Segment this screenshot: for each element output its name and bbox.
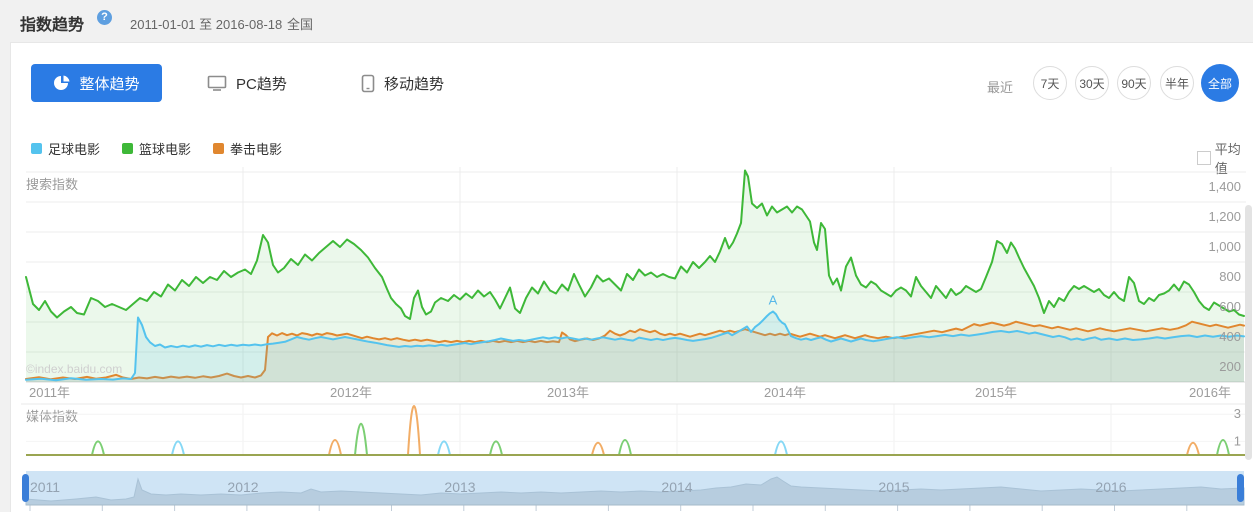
search-index-label: 搜索指数 [26,177,79,192]
legend-swatch-basketball [122,143,134,154]
y-axis-tick-label: 600 [1219,299,1241,314]
legend-item-soccer[interactable]: 足球电影 [31,139,100,158]
media-spike [489,440,503,456]
range-button-30d[interactable]: 30天 [1075,66,1109,100]
legend: 足球电影 篮球电影 拳击电影 [31,139,294,158]
media-index-label: 媒体指数 [26,409,79,424]
desktop-icon [207,74,227,92]
series-area [26,170,1244,382]
range-button-7d[interactable]: 7天 [1033,66,1067,100]
legend-label-boxing: 拳击电影 [230,142,283,157]
date-range: 2011-01-01 至 2016-08-18 [130,17,283,32]
series-area [26,311,1244,382]
x-axis-tick-label: 2014年 [764,385,806,400]
media-spike [354,422,368,456]
brush-year-label: 2013 [444,479,475,495]
watermark: ©index.baidu.com [26,362,122,376]
x-axis-tick-label: 2015年 [975,385,1017,400]
legend-item-boxing[interactable]: 拳击电影 [213,139,282,158]
media-spike [591,441,605,456]
trend-chart[interactable]: A ©index.baidu.com 200 400 600 800 1,000 1,200 1… [21,161,1246,512]
brush-year-label: 2014 [661,479,692,495]
mobile-icon [361,74,375,93]
range-button-all[interactable]: 全部 [1201,64,1239,102]
y-axis-tick-label: 400 [1219,329,1241,344]
brush-year-label: 2011 [30,479,60,495]
y-axis-tick-label: 800 [1219,269,1241,284]
media-spike [1216,439,1230,456]
media-spike [1186,441,1200,456]
media-spike [171,440,185,456]
tab-mobile-trend[interactable]: 移动趋势 [361,64,444,102]
brush-handle-right[interactable] [1237,474,1244,502]
legend-item-basketball[interactable]: 篮球电影 [122,139,191,158]
help-icon[interactable]: ? [97,10,112,25]
average-checkbox[interactable] [1197,151,1211,165]
brush-year-label: 2016 [1095,479,1126,495]
x-axis-tick-label: 2011年 [29,385,70,400]
annotation-marker: A [769,293,778,308]
page-title: 指数趋势 [20,17,85,34]
legend-swatch-boxing [213,143,225,154]
media-spike [437,440,451,456]
tab-pc-label: PC趋势 [236,75,287,93]
brush-profile [25,476,1245,506]
brush-handle-left[interactable] [22,474,29,502]
x-axis-tick-label: 2012年 [330,385,372,400]
y-axis-tick-label: 200 [1219,359,1241,374]
media-spike [774,440,788,456]
series-line[interactable] [25,310,1245,382]
legend-swatch-soccer [31,143,42,154]
legend-label-soccer: 足球电影 [48,142,101,157]
tab-pc-trend[interactable]: PC趋势 [207,64,287,102]
media-spike [618,439,632,456]
recent-label: 最近 [987,80,1014,95]
legend-label-basketball: 篮球电影 [139,142,192,157]
page-scrollbar[interactable] [1245,205,1252,460]
x-axis-tick-label: 2016年 [1189,385,1231,400]
range-button-90d[interactable]: 90天 [1117,66,1151,100]
region-label: 全国 [287,17,314,32]
tab-overall-trend[interactable]: 整体趋势 [31,64,162,102]
tab-overall-label: 整体趋势 [79,75,140,93]
average-toggle[interactable]: 平均值 [1197,139,1253,177]
x-axis-tick-label: 2013年 [547,385,589,400]
media-tick-label: 1 [1234,433,1241,448]
trend-card: 整体趋势 PC趋势 移动趋势 最近 7天 30天 90天 半年 [10,42,1253,512]
media-spike [407,405,421,456]
series-line[interactable] [25,169,1245,320]
pie-chart-icon [53,74,71,92]
range-button-halfyear[interactable]: 半年 [1160,66,1194,100]
y-axis-tick-label: 1,000 [1208,239,1241,254]
media-spike [91,440,105,456]
tab-mobile-label: 移动趋势 [384,75,445,93]
brush-year-label: 2015 [878,479,909,495]
series-area [26,321,1244,382]
y-axis-tick-label: 1,400 [1208,179,1241,194]
media-tick-label: 3 [1234,406,1241,421]
brush-year-label: 2012 [227,479,258,495]
media-spike [328,439,342,456]
y-axis-tick-label: 1,200 [1208,209,1241,224]
series-line[interactable] [25,320,1245,381]
